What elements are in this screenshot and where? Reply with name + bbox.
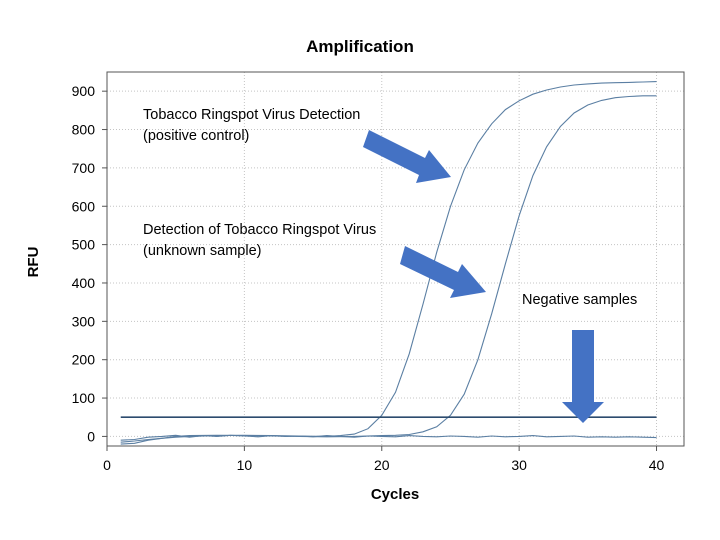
annotation-positive-line-2: (positive control) [143, 128, 249, 144]
y-axis-label: RFU [25, 247, 42, 278]
x-tick-label: 10 [237, 457, 253, 473]
annotation-positive-line-1: Tobacco Ringspot Virus Detection [143, 107, 360, 123]
x-tick-label: 0 [103, 457, 111, 473]
y-tick-label: 0 [87, 428, 95, 444]
annotation-positive-control: Tobacco Ringspot Virus Detection (positi… [143, 107, 364, 144]
y-tick-label: 800 [72, 122, 96, 138]
y-tick-label: 400 [72, 275, 96, 291]
x-tick-label: 20 [374, 457, 390, 473]
annotation-unknown-line-2: (unknown sample) [143, 243, 261, 259]
x-axis-label: Cycles [371, 486, 419, 503]
x-tick-label: 40 [649, 457, 665, 473]
arrow-positive-control [363, 130, 451, 183]
series-line-negative-samples [120, 434, 657, 441]
plot-frame [106, 71, 685, 447]
arrow-unknown-sample [400, 246, 486, 298]
y-tick-label: 900 [72, 83, 96, 99]
grid [107, 72, 684, 446]
annotation-unknown-sample: Detection of Tobacco Ringspot Virus (unk… [143, 222, 380, 259]
y-tick-label: 700 [72, 160, 96, 176]
y-tick-label: 300 [72, 313, 96, 329]
series-line-unknown-sample [120, 95, 657, 445]
y-tick-label: 100 [72, 390, 96, 406]
annotation-unknown-line-1: Detection of Tobacco Ringspot Virus [143, 222, 376, 238]
y-tick-label: 600 [72, 198, 96, 214]
x-tick-label: 30 [511, 457, 527, 473]
arrow-negative-samples [562, 330, 604, 423]
series-lines [120, 81, 657, 445]
chart-title: Amplification [306, 37, 414, 56]
y-tick-label: 200 [72, 352, 96, 368]
y-tick-label: 500 [72, 237, 96, 253]
annotation-negative-samples: Negative samples [522, 292, 637, 308]
